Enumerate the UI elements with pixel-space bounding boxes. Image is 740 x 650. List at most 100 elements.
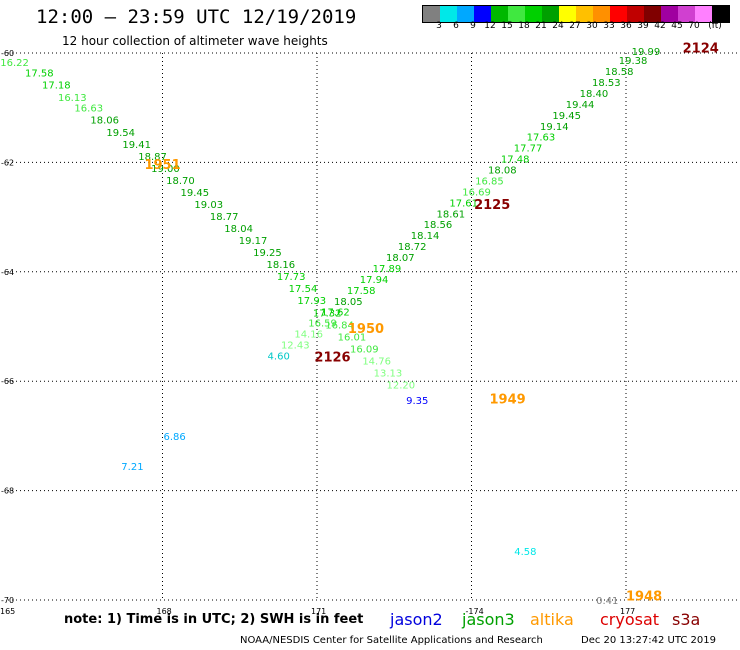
wave-height-label: 17.48 [501,155,530,166]
wave-height-colorbar [422,5,730,23]
wave-height-label: 0.41 [596,596,618,607]
colorbar-label: 70 [688,21,700,31]
wave-height-label: 18.61 [436,209,465,220]
wave-height-label: 4.58 [514,547,536,558]
colorbar-label: 3 [436,21,442,31]
wave-height-label: 13.13 [374,368,403,379]
wave-height-label: 19.54 [106,128,135,139]
wave-height-label: 19.45 [552,111,581,122]
wave-height-label: 19.44 [566,100,595,111]
wave-height-label: 17.89 [373,264,402,275]
wave-height-label: 17.93 [297,296,326,307]
wave-height-label: 18.07 [386,253,415,264]
wave-height-label: 18.53 [592,78,621,89]
chart-title: 12:00 — 23:59 UTC 12/19/2019 [36,6,357,28]
colorbar-label: 33 [603,21,615,31]
wave-height-label: 18.87 [138,152,167,163]
colorbar-label: 30 [586,21,598,31]
colorbar-cell [644,6,661,22]
wave-height-label: 12.20 [387,380,416,391]
x-tick-label: 171 [311,607,326,616]
colorbar-label: 6 [453,21,459,31]
legend-cryosat: cryosat [600,610,660,629]
pass-time-label: 1948 [626,590,662,605]
pass-time-label: 2124 [683,42,719,57]
y-tick-label: -62 [1,158,14,167]
wave-height-label: 16.01 [338,332,367,343]
wave-height-label: 18.72 [398,242,427,253]
colorbar-cell [474,6,491,22]
wave-height-label: 18.56 [424,220,453,231]
wave-height-label: 16.85 [475,176,504,187]
wave-height-label: 18.06 [90,116,119,127]
colorbar-cell [457,6,474,22]
y-tick-label: -70 [1,596,14,605]
wave-height-label: 17.63 [527,133,556,144]
wave-height-label: 16.09 [350,344,379,355]
pass-time-label: 2125 [474,198,510,213]
wave-height-label: 17.18 [42,81,71,92]
wave-height-label: 7.21 [121,462,143,473]
wave-height-label: 14.76 [362,356,391,367]
colorbar-label: 45 [671,21,683,31]
wave-height-label: 14.16 [294,330,323,341]
wave-height-label: 17.54 [289,284,318,295]
colorbar-cell [491,6,508,22]
colorbar-label: 27 [569,21,581,31]
wave-height-label: 19.14 [540,122,569,133]
colorbar-label: 18 [518,21,530,31]
wave-height-label: 16.59 [308,319,337,330]
colorbar-label: 9 [470,21,476,31]
wave-height-label: 18.77 [210,212,239,223]
y-tick-label: -60 [1,49,14,58]
colorbar-label: 24 [552,21,564,31]
colorbar-label: 42 [654,21,666,31]
wave-height-label: 18.70 [166,176,195,187]
colorbar-cell [712,6,729,22]
colorbar-cell [610,6,627,22]
colorbar-cell [678,6,695,22]
wave-height-label: 18.05 [334,297,363,308]
x-tick-label: 168 [157,607,172,616]
y-tick-label: -64 [1,268,14,277]
colorbar-label: 15 [501,21,513,31]
pass-time-label: 1950 [348,322,384,337]
wave-height-label: 19.99 [632,47,661,58]
wave-height-label: 18.40 [580,89,609,100]
y-tick-label: -66 [1,377,14,386]
wave-height-label: 19.45 [181,188,210,199]
colorbar-cell [559,6,576,22]
wave-height-label: 18.58 [605,67,634,78]
wave-height-label: 6.86 [164,432,186,443]
wave-height-label: 19.25 [253,248,282,259]
wave-height-label: 4.60 [268,351,290,362]
colorbar-label: 21 [535,21,547,31]
wave-height-label: 16.69 [462,187,491,198]
wave-height-label: 19.41 [122,140,151,151]
wave-height-label: 17.58 [347,286,376,297]
generation-timestamp: Dec 20 13:27:42 UTC 2019 [581,635,716,646]
legend-jason3: jason3 [462,610,515,629]
wave-height-label: 17.32 [313,308,342,319]
pass-time-label: 1949 [490,393,526,408]
colorbar-units: (ft) [708,21,722,31]
x-tick-label: -174 [466,607,484,616]
credit-text: NOAA/NESDIS Center for Satellite Applica… [240,635,543,646]
wave-height-label: 18.14 [411,231,440,242]
chart-subtitle: 12 hour collection of altimeter wave hei… [62,34,328,48]
legend-altika: altika [530,610,574,629]
colorbar-cell [661,6,678,22]
colorbar-cell [695,6,712,22]
colorbar-cell [542,6,559,22]
colorbar-cell [508,6,525,22]
colorbar-label: 12 [484,21,496,31]
legend-jason2: jason2 [390,610,443,629]
wave-height-label: 12.43 [281,341,310,352]
wave-height-label: 19.03 [194,200,223,211]
y-tick-label: -68 [1,487,14,496]
wave-height-label: 16.22 [0,58,29,69]
x-tick-label: 165 [0,607,15,616]
wave-height-label: 19.17 [239,236,268,247]
colorbar-label: 39 [637,21,649,31]
